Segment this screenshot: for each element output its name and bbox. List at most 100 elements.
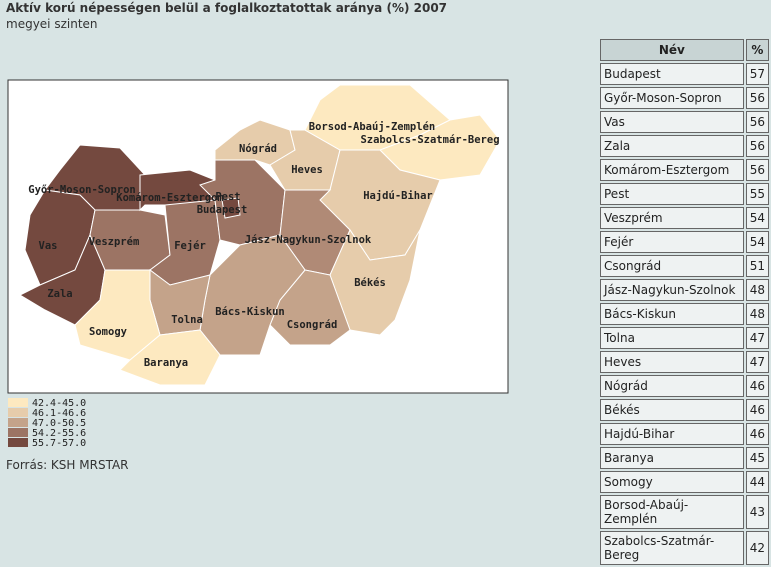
table-row: Heves 47 [600, 351, 769, 373]
region [199, 159, 286, 246]
county-name: Győr-Moson-Sopron [600, 87, 744, 109]
county-value: 51 [745, 255, 769, 277]
county-value: 48 [745, 279, 769, 301]
county-value: 46 [745, 423, 769, 445]
legend-label: 46.1-46.6 [32, 408, 86, 419]
table-row: Budapest 57 [600, 63, 769, 85]
region-label: Somogy [89, 326, 128, 338]
county-name: Somogy [600, 471, 744, 493]
county-name: Csongrád [600, 255, 744, 277]
legend-swatch [8, 428, 28, 437]
county-name: Bács-Kiskun [600, 303, 744, 325]
county-name: Szabolcs-Szatmár-Bereg [600, 531, 744, 565]
table-row: Nógrád 46 [600, 375, 769, 397]
county-name: Vas [600, 111, 744, 133]
county-value: 45 [745, 447, 769, 469]
table-row: Jász-Nagykun-Szolnok 48 [600, 279, 769, 301]
county-value: 46 [745, 375, 769, 397]
table-row: Zala 56 [600, 135, 769, 157]
table-row: Békés 46 [600, 399, 769, 421]
region [119, 329, 221, 386]
legend-swatch [8, 398, 28, 407]
table: Név% Budapest 57 Győr-Moson-Sopron 56 Vas 56 Za… [598, 37, 771, 567]
county-value: 44 [745, 471, 769, 493]
region-label: Komárom-Esztergom [116, 192, 223, 204]
legend-swatch [8, 438, 28, 447]
table-row: Hajdú-Bihar 46 [600, 423, 769, 445]
column-header: % [745, 39, 769, 61]
table-row: Tolna 47 [600, 327, 769, 349]
county-name: Pest [600, 183, 744, 205]
region-label: Borsod-Abaúj-Zemplén [309, 121, 435, 133]
legend-label: 47.0-50.5 [32, 418, 86, 429]
table-row: Csongrád 51 [600, 255, 769, 277]
region-label: Budapest [197, 204, 248, 216]
region-label: Nógrád [239, 143, 277, 155]
county-name: Veszprém [600, 207, 744, 229]
region [329, 228, 421, 336]
region-label: Vas [39, 240, 58, 252]
county-name: Baranya [600, 447, 744, 469]
map: Győr-Moson-Sopron Vas Zala Veszprém Komárom-… [7, 79, 509, 449]
region-label: Zala [47, 288, 72, 300]
region-label: Fejér [174, 240, 206, 252]
county-name: Borsod-Abaúj-Zemplén [600, 495, 744, 529]
county-name: Heves [600, 351, 744, 373]
county-value: 56 [745, 111, 769, 133]
legend-label: 55.7-57.0 [32, 438, 86, 449]
table-row: Veszprém 54 [600, 207, 769, 229]
county-name: Budapest [600, 63, 744, 85]
legend-label: 54.2-55.6 [32, 428, 86, 439]
source: Forrás: KSH MRSTAR [6, 458, 129, 472]
table-row: Borsod-Abaúj-Zemplén 43 [600, 495, 769, 529]
region-label: Jász-Nagykun-Szolnok [245, 234, 372, 246]
county-value: 42 [745, 531, 769, 565]
table-row: Győr-Moson-Sopron 56 [600, 87, 769, 109]
table-row: Pest 55 [600, 183, 769, 205]
county-value: 56 [745, 159, 769, 181]
table-row: Somogy 44 [600, 471, 769, 493]
region-label: Pest [215, 191, 240, 203]
table-row: Baranya 45 [600, 447, 769, 469]
subtitle: megyei szinten [6, 17, 98, 31]
legend-swatch [8, 408, 28, 417]
county-value: 57 [745, 63, 769, 85]
region-label: Baranya [144, 357, 188, 369]
region-label: Győr-Moson-Sopron [28, 184, 135, 196]
county-value: 54 [745, 231, 769, 253]
county-value: 43 [745, 495, 769, 529]
region-label: Szabolcs-Szatmár-Bereg [360, 134, 499, 146]
column-header: Név [600, 39, 744, 61]
title: Aktív korú népességen belül a foglalkozt… [6, 1, 448, 15]
county-value: 47 [745, 327, 769, 349]
county-value: 48 [745, 303, 769, 325]
county-name: Tolna [600, 327, 744, 349]
table-row: Szabolcs-Szatmár-Bereg 42 [600, 531, 769, 565]
region-label: Bács-Kiskun [215, 306, 285, 318]
region-label: Tolna [171, 314, 203, 326]
county-name: Hajdú-Bihar [600, 423, 744, 445]
table-row: Komárom-Esztergom 56 [600, 159, 769, 181]
county-value: 56 [745, 87, 769, 109]
region-label: Csongrád [287, 319, 338, 331]
county-value: 47 [745, 351, 769, 373]
county-value: 46 [745, 399, 769, 421]
county-name: Komárom-Esztergom [600, 159, 744, 181]
county-value: 56 [745, 135, 769, 157]
county-name: Fejér [600, 231, 744, 253]
region-label: Veszprém [89, 236, 140, 248]
county-name: Zala [600, 135, 744, 157]
legend-swatch [8, 418, 28, 427]
legend-label: 42.4-45.0 [32, 398, 86, 409]
table-row: Bács-Kiskun 48 [600, 303, 769, 325]
table-row: Fejér 54 [600, 231, 769, 253]
region [221, 197, 241, 219]
county-name: Nógrád [600, 375, 744, 397]
table-row: Vas 56 [600, 111, 769, 133]
page: Aktív korú népességen belül a foglalkozt… [6, 1, 769, 565]
county-value: 54 [745, 207, 769, 229]
county-name: Jász-Nagykun-Szolnok [600, 279, 744, 301]
region-label: Hajdú-Bihar [363, 190, 433, 202]
county-value: 55 [745, 183, 769, 205]
region-label: Békés [354, 277, 386, 289]
